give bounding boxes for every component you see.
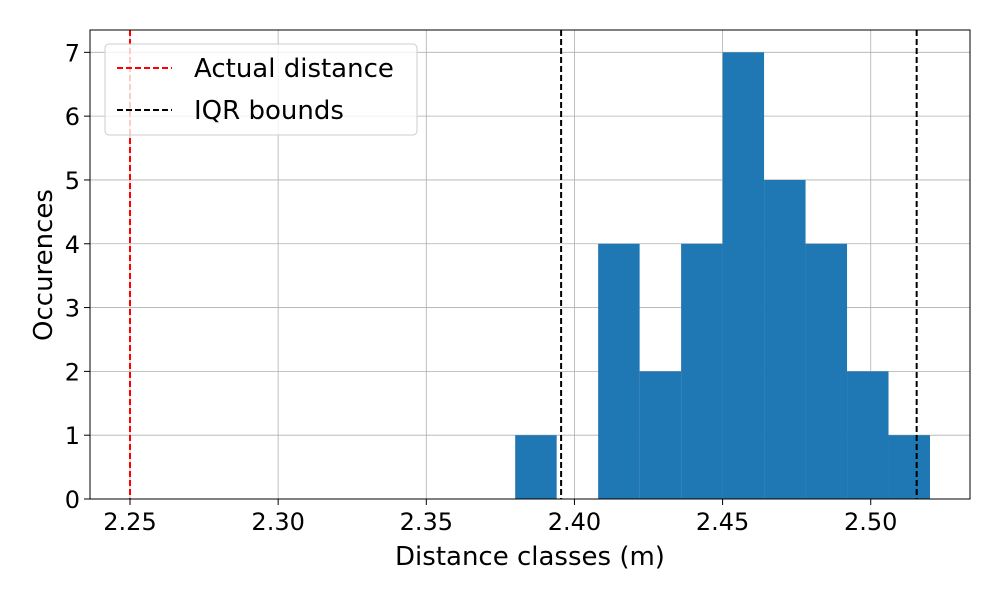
x-tick-label-3: 2.40 bbox=[548, 508, 601, 536]
histogram-bar-5 bbox=[764, 179, 806, 499]
histogram-bar-1 bbox=[598, 243, 640, 499]
reference-lines bbox=[129, 30, 918, 499]
y-axis-ticks: 0 1 2 3 4 5 6 7 bbox=[65, 39, 90, 514]
histogram-bar-2 bbox=[639, 371, 682, 499]
x-tick-label-5: 2.50 bbox=[844, 508, 897, 536]
histogram-bars bbox=[515, 52, 930, 499]
plot-frame bbox=[89, 29, 971, 500]
y-tick-label-7: 7 bbox=[65, 39, 80, 67]
legend-box bbox=[104, 43, 418, 136]
histogram-bar-4 bbox=[722, 52, 765, 499]
histogram-bar-8 bbox=[888, 435, 930, 499]
x-tick-label-4: 2.45 bbox=[696, 508, 749, 536]
y-tick-label-3: 3 bbox=[65, 295, 80, 323]
y-tick-label-5: 5 bbox=[65, 167, 80, 195]
x-axis-ticks: 2.25 2.30 2.35 2.40 2.45 2.50 bbox=[103, 499, 897, 536]
y-tick-label-4: 4 bbox=[65, 231, 80, 259]
y-tick-label-6: 6 bbox=[65, 103, 80, 131]
histogram-bar-3 bbox=[681, 243, 723, 499]
legend: Actual distance IQR bounds bbox=[104, 43, 418, 136]
histogram-bar-6 bbox=[805, 243, 848, 499]
x-tick-label-1: 2.30 bbox=[251, 508, 304, 536]
y-tick-label-1: 1 bbox=[65, 422, 80, 450]
legend-label-actual-distance: Actual distance bbox=[194, 54, 394, 84]
x-tick-label-2: 2.35 bbox=[400, 508, 453, 536]
legend-label-iqr-bounds: IQR bounds bbox=[194, 96, 344, 126]
x-tick-label-0: 2.25 bbox=[103, 508, 156, 536]
histogram-bar-7 bbox=[847, 371, 889, 499]
y-tick-label-0: 0 bbox=[65, 486, 80, 514]
x-axis-label: Distance classes (m) bbox=[395, 542, 665, 572]
y-tick-label-2: 2 bbox=[65, 358, 80, 386]
histogram-bar-0 bbox=[515, 435, 557, 499]
y-axis-label: Occurences bbox=[29, 189, 59, 341]
